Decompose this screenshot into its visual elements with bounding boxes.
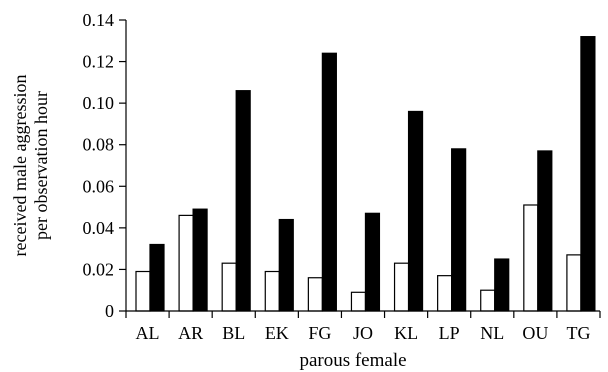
x-tick-label: KL [394, 323, 418, 343]
y-axis-title: received male aggression per observation… [10, 75, 51, 257]
white-bar-al [135, 270, 151, 312]
axes-group [125, 20, 600, 312]
white-bar-kl [393, 262, 410, 312]
x-tick-label: LP [439, 323, 460, 343]
black-bar-jo [364, 212, 381, 312]
black-bar-bl [235, 90, 251, 312]
x-tick-label: OU [522, 323, 548, 343]
x-tick-label: AR [178, 323, 203, 343]
white-bar-ou [523, 204, 539, 312]
black-bar-ou [537, 150, 553, 312]
y-tick-label: 0 [105, 301, 114, 321]
black-bar-tg [580, 36, 596, 312]
x-tick-label: EK [265, 323, 289, 343]
white-bar-fg [307, 277, 323, 312]
white-bar-lp [437, 275, 453, 312]
black-bar-ek [278, 218, 294, 312]
y-tick-label: 0.04 [83, 218, 115, 238]
y-axis-label-line-2: per observation hour [31, 91, 51, 240]
black-bar-nl [494, 258, 510, 312]
x-tick-label: FG [308, 323, 331, 343]
x-tick-label: AL [136, 323, 160, 343]
y-tick-label: 0.06 [83, 176, 115, 196]
white-bar-ar [178, 214, 194, 312]
x-tick-label: TG [566, 323, 590, 343]
bars-group [135, 36, 596, 312]
y-tick-label: 0.08 [83, 135, 115, 155]
black-bar-fg [321, 52, 337, 312]
white-bar-tg [566, 254, 582, 312]
black-bar-ar [192, 208, 208, 312]
y-tick-label: 0.14 [83, 10, 115, 30]
black-bar-al [149, 243, 165, 312]
y-tick-label: 0.10 [83, 93, 115, 113]
x-tick-label: BL [222, 323, 245, 343]
white-bar-ek [264, 270, 280, 312]
x-ticks-group: AL AR BL EK FG JO KL LP NL OU TG [125, 311, 601, 343]
black-bar-lp [451, 148, 467, 312]
white-bar-nl [480, 289, 496, 312]
black-bar-kl [407, 110, 424, 312]
y-ticks-group: 0 0.02 0.04 0.06 0.08 0.10 0.12 0.14 [83, 10, 126, 321]
x-axis-label: parous female [299, 350, 406, 371]
white-bar-jo [350, 291, 367, 312]
y-axis-label-line-1: received male aggression [10, 75, 30, 257]
y-tick-label: 0.12 [83, 52, 115, 72]
white-bar-bl [221, 262, 237, 312]
y-tick-label: 0.02 [83, 259, 115, 279]
x-tick-label: JO [353, 323, 373, 343]
x-tick-label: NL [480, 323, 504, 343]
